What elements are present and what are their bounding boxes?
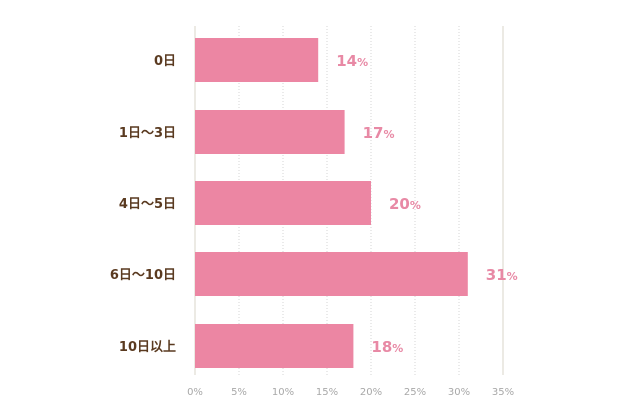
labels: 0% 5% 10% 15% 20% 25% 30% 35% 0日 14% 1日〜3日 17% 4日〜5日… (110, 52, 518, 398)
x-tick-label: 25% (404, 387, 426, 398)
category-label: 1日〜3日 (119, 126, 176, 141)
value-label: 31% (486, 266, 518, 284)
category-label: 0日 (154, 54, 176, 69)
bars (195, 38, 468, 368)
x-tick-label: 10% (272, 387, 294, 398)
x-tick-label: 0% (187, 387, 203, 398)
value-label: 18% (371, 338, 403, 356)
bar (195, 181, 371, 225)
category-label: 4日〜5日 (119, 197, 176, 212)
x-tick-label: 20% (360, 387, 382, 398)
x-tick-label: 15% (316, 387, 338, 398)
category-label: 10日以上 (119, 340, 176, 355)
bar (195, 324, 354, 368)
bar (195, 110, 345, 154)
x-tick-label: 5% (231, 387, 247, 398)
category-label: 6日〜10日 (110, 268, 176, 283)
value-label: 20% (389, 195, 421, 213)
x-tick-label: 35% (492, 387, 514, 398)
value-label: 17% (363, 124, 395, 142)
bar (195, 252, 468, 296)
x-tick-label: 30% (448, 387, 470, 398)
value-label: 14% (336, 52, 368, 70)
bar (195, 38, 319, 82)
